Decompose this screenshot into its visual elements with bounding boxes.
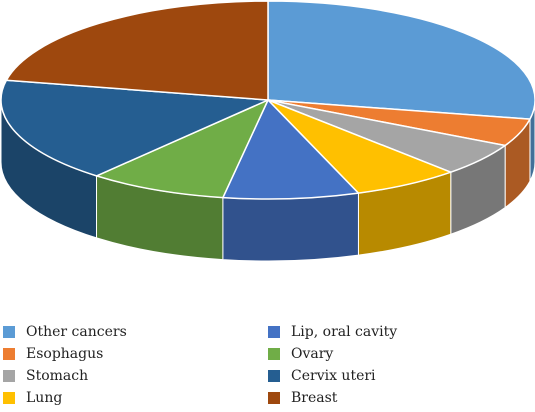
pie-slice-cervix-uteri	[0, 79, 269, 177]
legend-swatch	[268, 326, 280, 338]
legend-item-breast: Breast	[268, 388, 337, 408]
legend-label: Stomach	[26, 368, 89, 384]
legend-item-stomach: Stomach	[3, 366, 88, 386]
pie-slice-breast	[5, 0, 269, 101]
pie-slice-other-cancers	[267, 0, 535, 120]
legend-item-lip-oral-cavity: Lip, oral cavity	[268, 322, 397, 342]
legend-item-other-cancers: Other cancers	[3, 322, 127, 342]
pie-chart	[0, 0, 535, 262]
legend-label: Breast	[291, 390, 338, 406]
legend-swatch	[3, 370, 15, 382]
legend-label: Lip, oral cavity	[291, 324, 398, 340]
legend-swatch	[3, 392, 15, 404]
chart-legend: Other cancers Esophagus Stomach Lung Lip, or…	[0, 322, 535, 412]
pie-slice-lung	[267, 99, 452, 194]
legend-label: Esophagus	[26, 346, 104, 362]
legend-item-ovary: Ovary	[268, 344, 333, 364]
legend-item-esophagus: Esophagus	[3, 344, 103, 364]
legend-label: Ovary	[291, 346, 334, 362]
legend-label: Lung	[26, 390, 63, 406]
legend-swatch	[268, 370, 280, 382]
legend-item-lung: Lung	[3, 388, 62, 408]
legend-label: Cervix uteri	[291, 368, 376, 384]
legend-swatch	[268, 348, 280, 360]
pie-slice-ovary	[95, 99, 269, 199]
pie-side-lip-oral-cavity	[222, 192, 359, 262]
legend-item-cervix-uteri: Cervix uteri	[268, 366, 376, 386]
legend-label: Other cancers	[26, 324, 127, 340]
legend-swatch	[3, 348, 15, 360]
legend-swatch	[3, 326, 15, 338]
legend-swatch	[268, 392, 280, 404]
